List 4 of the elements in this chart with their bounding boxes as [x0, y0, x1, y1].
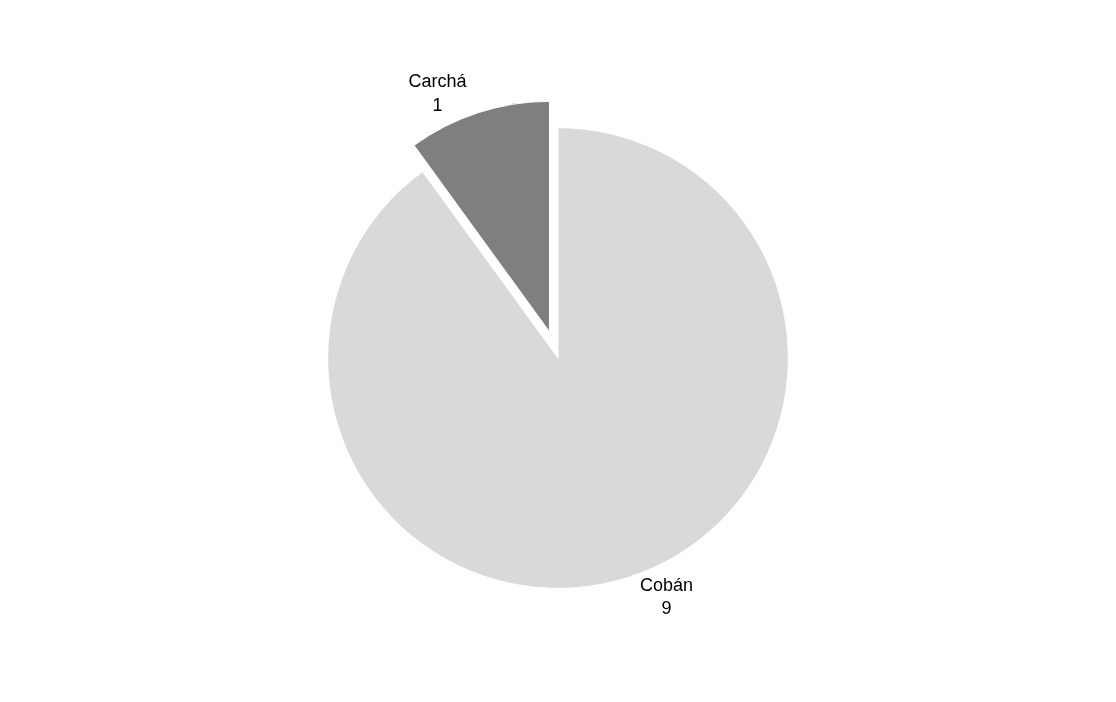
slice-label: Carchá: [408, 71, 468, 92]
slice-label: Cobán: [640, 575, 694, 596]
data-label: 1: [432, 94, 443, 115]
data-label: 9: [661, 598, 672, 619]
